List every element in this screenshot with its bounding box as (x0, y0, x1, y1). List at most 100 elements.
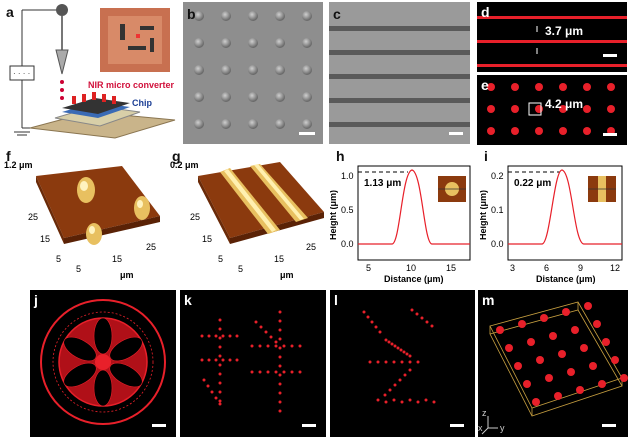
red-sphere (496, 326, 504, 334)
red-sphere (598, 380, 606, 388)
red-sphere (518, 320, 526, 328)
red-sphere (527, 338, 535, 346)
xtick-2: 9 (578, 263, 584, 273)
panel-k: k (180, 290, 326, 437)
red-sphere (545, 374, 553, 382)
sem-dot (221, 11, 231, 21)
afm-3d-dots (36, 166, 160, 245)
red-dot (408, 398, 412, 402)
scale-bar (603, 133, 617, 136)
panel-h: h 1.13 μm 0.0 0.5 1.0 5 10 15 Distance (… (330, 146, 475, 286)
red-dot (278, 355, 282, 359)
red-dot (420, 316, 424, 320)
ytick-1: 0.1 (491, 205, 504, 215)
sem-dot (302, 65, 312, 75)
red-dot (416, 400, 420, 404)
ytick-0: 0.0 (491, 239, 504, 249)
red-dot (583, 105, 591, 113)
panel-label-h: h (336, 148, 345, 164)
red-dot (559, 105, 567, 113)
sem-dot (275, 65, 285, 75)
scale-bar (603, 54, 617, 57)
red-dot (250, 344, 254, 348)
red-dot (250, 370, 254, 374)
red-dot (535, 105, 543, 113)
panel-label-c: c (333, 6, 341, 22)
red-dot (266, 370, 270, 374)
red-dot (535, 127, 543, 135)
red-sphere (554, 392, 562, 400)
sem-dot (248, 65, 258, 75)
panel-label-d: d (481, 4, 490, 20)
red-dot (200, 358, 204, 362)
sem-dot (194, 11, 204, 21)
afm-3d-lines (198, 162, 324, 244)
y-axis-label: Height (μm) (480, 189, 489, 241)
red-dot (207, 358, 211, 362)
red-dot (274, 344, 278, 348)
red-dot (274, 370, 278, 374)
tick-bottom-2: 25 (306, 242, 317, 252)
sem-dot (302, 119, 312, 129)
red-dot (511, 83, 519, 91)
sem-dot (248, 92, 258, 102)
tick-left-0: 25 (28, 212, 39, 222)
peak-height-label: 1.13 μm (364, 178, 402, 189)
red-dot (218, 399, 222, 403)
scale-bar (602, 424, 616, 427)
red-dot (583, 83, 591, 91)
panel-m: m z x y (478, 290, 628, 437)
panel-label-e: e (481, 77, 489, 93)
red-dot (218, 345, 222, 349)
y-axis-label: Height (μm) (330, 189, 339, 241)
red-dot (264, 330, 268, 334)
sem-dot (302, 92, 312, 102)
red-dot (607, 83, 615, 91)
red-dot (278, 319, 282, 323)
red-dot (400, 400, 404, 404)
red-dot (487, 83, 495, 91)
panel-e: e 4.2 μm (477, 75, 627, 145)
chip-label: Chip (132, 98, 152, 108)
red-dot (424, 398, 428, 402)
red-dot (384, 338, 388, 342)
sem-dot (194, 38, 204, 48)
dot-size-label: 4.2 μm (545, 97, 584, 111)
red-dot (511, 127, 519, 135)
red-dot (408, 354, 412, 358)
red-dot (393, 383, 397, 387)
red-sphere (620, 374, 628, 382)
axis-y: y (500, 423, 505, 433)
sem-dot-array (194, 11, 312, 129)
fluorescence-lines (477, 16, 627, 67)
red-dot (278, 373, 282, 377)
sem-dot (275, 119, 285, 129)
fluorescence-dots (487, 83, 615, 135)
tick-bottom-1: 15 (112, 254, 123, 264)
red-dot (278, 328, 282, 332)
xtick-1: 6 (544, 263, 550, 273)
red-dot (430, 324, 434, 328)
red-sphere (562, 308, 570, 316)
sem-dot (194, 119, 204, 129)
red-dot (235, 334, 239, 338)
red-dot (559, 83, 567, 91)
red-dot (408, 368, 412, 372)
panel-l: l (330, 290, 475, 437)
sem-dot (221, 119, 231, 129)
red-dot (366, 315, 370, 319)
red-dot (218, 327, 222, 331)
red-dot (402, 350, 406, 354)
red-sphere (558, 350, 566, 358)
red-dot (384, 360, 388, 364)
red-dot (259, 325, 263, 329)
red-dot (221, 334, 225, 338)
ytick-2: 0.2 (491, 171, 504, 181)
red-dot (282, 370, 286, 374)
red-dot (202, 378, 206, 382)
red-dot (278, 337, 282, 341)
sem-dot (221, 65, 231, 75)
red-dot (221, 358, 225, 362)
sem-dot (275, 38, 285, 48)
axis-unit: μm (120, 270, 134, 280)
